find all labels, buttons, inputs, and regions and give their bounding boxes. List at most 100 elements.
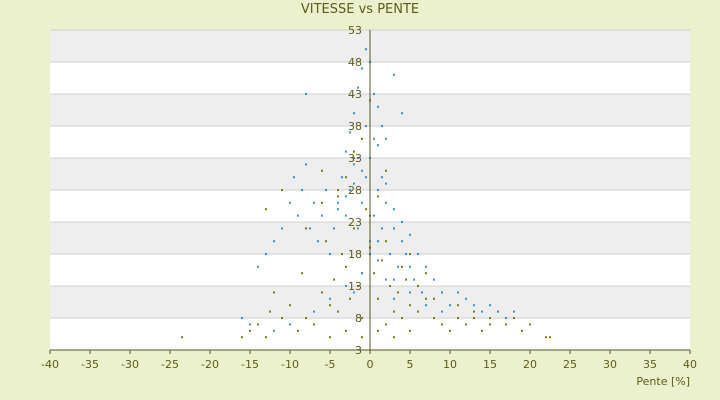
data-point (381, 176, 383, 179)
data-point (489, 304, 491, 307)
data-point (305, 317, 307, 319)
data-point (349, 297, 351, 300)
data-point (389, 253, 391, 255)
data-point (249, 329, 251, 332)
data-point (401, 265, 403, 268)
data-point (409, 329, 411, 332)
data-point (353, 163, 355, 166)
data-point (257, 323, 259, 326)
data-point (241, 336, 243, 339)
data-point (353, 227, 355, 230)
x-tick-label: -10 (281, 358, 299, 371)
chart-title: VITESSE vs PENTE (300, 2, 420, 17)
x-tick-label: -20 (201, 358, 219, 371)
x-tick-label: 20 (523, 358, 537, 371)
data-point (265, 253, 267, 255)
data-point (381, 125, 383, 127)
data-point (313, 201, 315, 204)
data-point (289, 323, 291, 326)
data-point (473, 310, 475, 313)
data-point (313, 310, 315, 313)
x-tick-label: 40 (683, 358, 697, 371)
data-point (417, 310, 419, 313)
data-point (465, 297, 467, 300)
data-point (353, 182, 355, 185)
data-point (361, 169, 363, 172)
data-point (337, 201, 339, 204)
x-tick-label: -5 (325, 358, 336, 371)
data-point (397, 291, 399, 294)
data-point (441, 310, 443, 313)
data-point (393, 227, 395, 230)
data-point (549, 336, 551, 339)
data-point (349, 131, 351, 134)
data-point (441, 323, 443, 326)
data-point (333, 278, 335, 281)
data-point (377, 195, 379, 198)
data-point (545, 336, 547, 339)
data-point (353, 112, 355, 115)
data-point (385, 169, 387, 172)
data-point (405, 253, 407, 255)
data-point (321, 291, 323, 294)
data-point (361, 67, 363, 70)
data-point (345, 195, 347, 198)
data-point (377, 144, 379, 147)
data-point (409, 304, 411, 307)
data-point (409, 291, 411, 294)
data-point (361, 317, 363, 319)
data-point (405, 278, 407, 281)
data-point (513, 310, 515, 313)
data-point (273, 240, 275, 243)
data-point (481, 310, 483, 313)
data-point (385, 182, 387, 185)
data-point (393, 336, 395, 339)
data-point (321, 169, 323, 172)
data-point (337, 189, 339, 191)
data-point (341, 253, 343, 255)
data-point (393, 310, 395, 313)
data-point (337, 310, 339, 313)
data-point (273, 329, 275, 332)
data-point (425, 272, 427, 275)
x-tick-label: 5 (407, 358, 414, 371)
data-point (433, 297, 435, 300)
data-point (377, 297, 379, 300)
x-tick-labels: -40 -35 -30 -25 -20 -15 -10 -5 0 5 10 15 20 25 30 35 40 (41, 350, 697, 371)
data-point (241, 317, 243, 319)
data-point (357, 227, 359, 230)
y-tick-label: 8 (355, 312, 362, 325)
data-point (269, 310, 271, 313)
data-point (273, 291, 275, 294)
data-point (281, 189, 283, 191)
data-point (401, 221, 403, 223)
data-point (281, 227, 283, 230)
data-point (425, 297, 427, 300)
data-point (297, 214, 299, 217)
data-point (409, 233, 411, 236)
data-point (325, 240, 327, 243)
x-tick-label: -15 (241, 358, 259, 371)
data-point (381, 227, 383, 230)
data-point (373, 93, 375, 95)
data-point (421, 291, 423, 294)
data-point (389, 285, 391, 287)
data-point (413, 278, 415, 281)
data-point (349, 189, 351, 191)
data-point (321, 201, 323, 204)
y-tick-label: 33 (348, 152, 362, 165)
y-tick-label: 3 (355, 344, 362, 357)
data-point (393, 73, 395, 76)
data-point (301, 189, 303, 191)
data-point (181, 336, 183, 339)
y-tick-label: 43 (348, 88, 362, 101)
data-point (497, 310, 499, 313)
data-point (381, 259, 383, 262)
data-point (353, 157, 355, 159)
data-point (357, 86, 359, 89)
y-tick-label: 18 (348, 248, 362, 261)
data-point (329, 336, 331, 339)
data-point (281, 317, 283, 319)
data-point (425, 265, 427, 268)
